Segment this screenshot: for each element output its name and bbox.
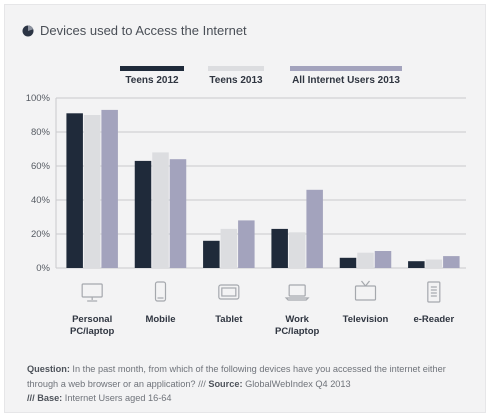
tv-icon [354,280,377,301]
bar [169,159,187,268]
legend-label: Teens 2013 [209,75,263,86]
x-category-label: Mobile [145,314,175,325]
bar [408,261,425,268]
base-label: /// Base: [27,393,63,403]
chart-title: Devices used to Access the Internet [40,23,247,38]
tablet-icon [218,284,240,300]
footnote: Question: In the past month, from which … [27,362,467,406]
bar [357,252,374,268]
x-category-label: Work [285,314,309,325]
x-category-label: e-Reader [413,314,454,325]
bar [271,228,288,268]
bar [443,256,460,268]
legend-swatch [120,66,184,71]
laptop-icon [284,284,310,301]
y-tick-label: 40% [31,195,51,206]
y-tick-label: 100% [26,93,51,104]
question-label: Question: [27,364,70,374]
x-category-label: Personal [72,314,112,325]
x-category-label: PC/laptop [275,326,320,337]
bar [66,113,83,268]
bar [101,109,118,269]
source-label: Source: [208,378,243,389]
bar [288,232,306,268]
legend-swatch [290,66,402,71]
y-tick-label: 80% [31,127,51,138]
source-text: GlobalWebIndex Q4 2013 [242,378,351,389]
legend-swatch [208,66,264,71]
bar [83,115,101,268]
y-tick-label: 20% [31,229,51,240]
bar [220,228,238,268]
x-category-label: Tablet [215,314,243,325]
bar [306,189,323,268]
pie-chart-icon [22,25,34,37]
x-category-label: Television [343,314,389,325]
bar [339,257,357,268]
bar [374,251,392,268]
legend-label: All Internet Users 2013 [292,75,400,86]
ereader-icon [427,281,441,303]
bar [134,160,152,268]
base-text: Internet Users aged 16-64 [62,393,172,403]
bar [152,152,169,268]
legend-label: Teens 2012 [125,75,179,86]
question-text: In the past month, from which of the fol… [27,364,446,389]
bar [425,259,443,268]
bar [238,220,255,268]
y-tick-label: 0% [36,263,50,274]
x-category-label: PC/laptop [70,326,115,337]
monitor-icon [81,283,103,302]
bar [203,240,220,268]
y-tick-label: 60% [31,161,51,172]
phone-icon [154,281,167,302]
